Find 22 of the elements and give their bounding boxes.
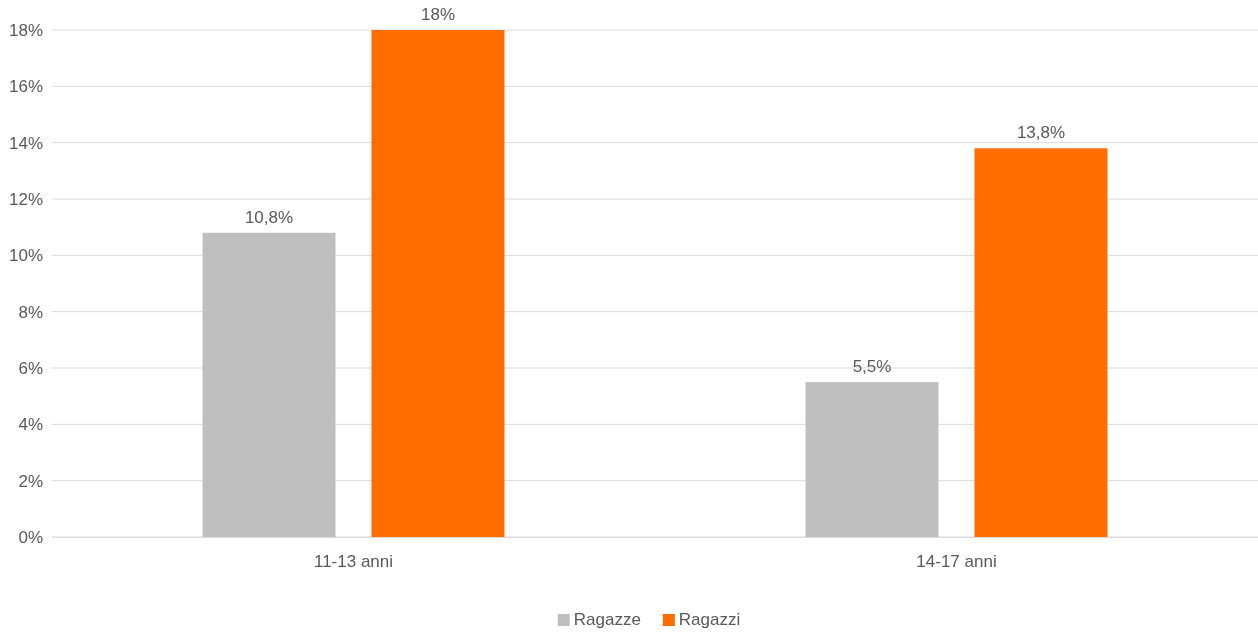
y-tick-label: 2%: [18, 471, 43, 491]
data-label: 18%: [420, 5, 456, 24]
data-label: 10,8%: [244, 207, 294, 227]
y-tick-label: 18%: [8, 20, 43, 40]
data-label: 5,5%: [852, 357, 892, 377]
bar: [202, 232, 336, 537]
y-tick-label: 12%: [8, 189, 43, 209]
y-tick-label: 16%: [8, 77, 43, 97]
y-tick-label: 10%: [8, 246, 43, 266]
bar: [371, 30, 505, 537]
bar: [805, 382, 939, 537]
x-tick-label: 11-13 anni: [313, 552, 394, 572]
legend-label: Ragazzi: [678, 610, 741, 629]
x-tick-label: 14-17 anni: [916, 552, 997, 572]
y-tick-label: 4%: [18, 415, 43, 435]
legend-label: Ragazze: [573, 610, 641, 629]
bar: [974, 148, 1108, 537]
y-tick-label: 14%: [8, 133, 43, 153]
y-tick-label: 6%: [18, 358, 43, 378]
y-tick-label: 8%: [18, 302, 43, 322]
y-tick-label: 0%: [18, 527, 43, 547]
data-label: 13,8%: [1016, 123, 1066, 143]
